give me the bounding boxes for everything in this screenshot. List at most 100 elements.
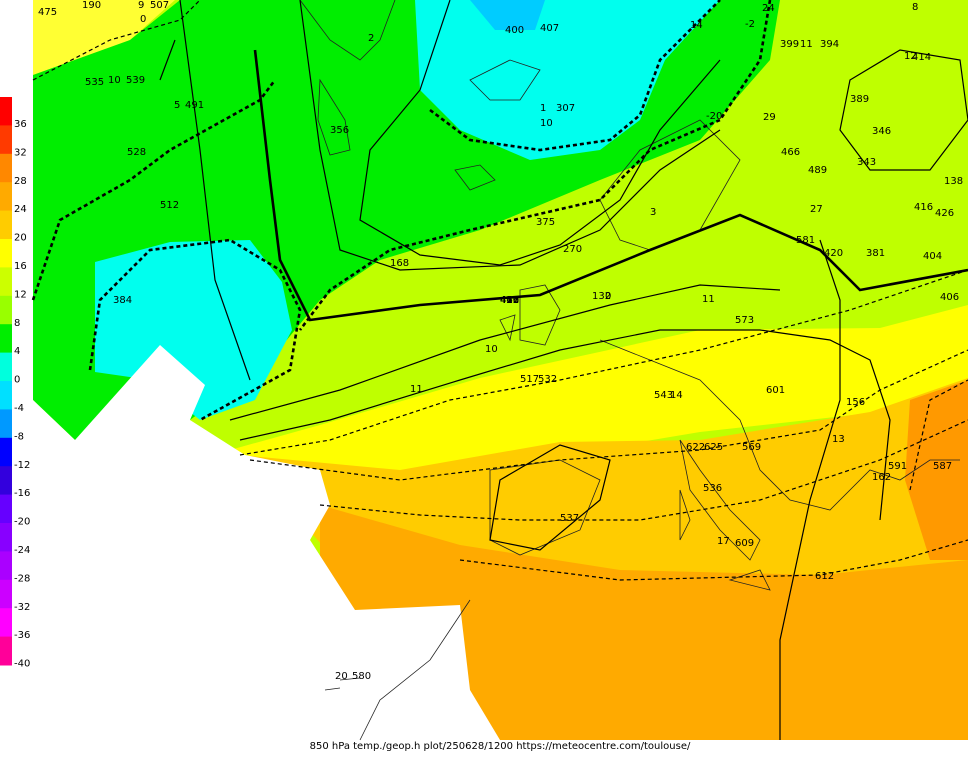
station-label: 0: [140, 14, 146, 25]
station-label: 591: [888, 461, 907, 472]
station-label: 24: [762, 3, 775, 14]
station-label: 426: [935, 208, 954, 219]
legend-swatch: [0, 125, 12, 155]
caption: 850 hPa temp./geop.h plot/250628/1200 ht…: [310, 741, 691, 752]
station-label: 12: [904, 51, 917, 62]
field-0: [415, 0, 720, 160]
station-label: 168: [390, 258, 409, 269]
field-24: [320, 505, 968, 740]
station-label: 17: [717, 536, 730, 547]
station-label: 346: [872, 126, 891, 137]
station-label: 539: [126, 75, 145, 86]
legend-swatch: [0, 437, 12, 467]
station-label: 10: [540, 118, 553, 129]
legend-swatch: [0, 466, 12, 496]
legend-label: 36: [14, 119, 27, 130]
station-label: 138: [944, 176, 963, 187]
color-legend: 36 32 28 24 20 16 12 8 4 0 -4 -8 -12 -16 -20 -24 -28 -32 -…: [0, 97, 30, 670]
station-label: 270: [563, 244, 582, 255]
legend-label: 0: [14, 375, 20, 386]
legend-label: 28: [14, 176, 27, 187]
station-label: 375: [536, 217, 555, 228]
legend-label: -16: [14, 488, 30, 499]
legend-label: 24: [14, 204, 27, 215]
station-label: 404: [923, 251, 942, 262]
legend-swatch: [0, 210, 12, 240]
station-label: 5: [174, 100, 180, 111]
station-label: 2: [368, 33, 374, 44]
legend-swatch: [0, 523, 12, 552]
station-label: -20: [706, 111, 722, 122]
station-label: 411: [500, 295, 519, 306]
station-label: 517: [520, 374, 539, 385]
station-label: 601: [766, 385, 785, 396]
station-label: 190: [82, 0, 101, 11]
legend-swatch: [0, 295, 12, 325]
station-label: 414: [912, 52, 931, 63]
station-label: 406: [940, 292, 959, 303]
station-label: 20: [335, 671, 348, 682]
station-label: 536: [703, 483, 722, 494]
legend-label: -36: [14, 630, 30, 641]
station-label: 343: [857, 157, 876, 168]
station-label: 132: [592, 291, 611, 302]
station-label: 29: [763, 112, 776, 123]
station-label: 581: [796, 235, 815, 246]
legend-swatch: [0, 352, 12, 382]
station-label: 580: [352, 671, 371, 682]
station-label: 569: [742, 442, 761, 453]
station-label: 8: [912, 2, 918, 13]
station-label: 528: [127, 147, 146, 158]
station-label: 10: [108, 75, 121, 86]
station-label: 412: [500, 295, 519, 306]
station-label: 381: [866, 248, 885, 259]
station-label: 440: [500, 295, 519, 306]
legend-label: 20: [14, 233, 27, 244]
station-label: 426: [500, 295, 519, 306]
station-label: 420: [824, 248, 843, 259]
legend-label: 8: [14, 318, 20, 329]
legend-label: 16: [14, 261, 27, 272]
station-label: 535: [85, 77, 104, 88]
station-label: 410: [500, 295, 519, 306]
station-label: -2: [745, 19, 755, 30]
station-label: 3: [650, 207, 656, 218]
station-label: 532: [538, 374, 557, 385]
outside-domain: [33, 345, 500, 740]
station-label: 612: [815, 571, 834, 582]
station-label: 537: [560, 513, 579, 524]
legend-label: -8: [14, 431, 24, 442]
station-label: 162: [872, 472, 891, 483]
station-label: 27: [810, 204, 823, 215]
field-28: [905, 380, 968, 560]
station-label: 573: [735, 315, 754, 326]
legend-label: -28: [14, 573, 30, 584]
field-minus-4: [470, 0, 545, 30]
station-label: 400: [505, 25, 524, 36]
station-label: 307: [556, 103, 575, 114]
station-label: 11: [410, 384, 423, 395]
station-label: 14: [690, 20, 703, 31]
station-label: 512: [160, 200, 179, 211]
legend-swatch: [0, 494, 12, 524]
station-label: 14: [670, 390, 683, 401]
station-label: 625: [704, 442, 723, 453]
station-label: 356: [330, 125, 349, 136]
station-label: 587: [933, 461, 952, 472]
station-label: 416: [914, 202, 933, 213]
station-label: 622: [686, 442, 705, 453]
legend-swatch: [0, 239, 12, 268]
station-label: 427: [500, 295, 519, 306]
station-label: 13: [832, 434, 845, 445]
station-label: 389: [850, 94, 869, 105]
station-label: 475: [38, 7, 57, 18]
station-label: 489: [808, 165, 827, 176]
station-label: 384: [113, 295, 132, 306]
legend-swatch: [0, 579, 12, 609]
station-label: 466: [500, 295, 519, 306]
field-16: [230, 305, 968, 472]
legend-swatch: [0, 97, 12, 126]
station-label: 466: [781, 147, 800, 158]
